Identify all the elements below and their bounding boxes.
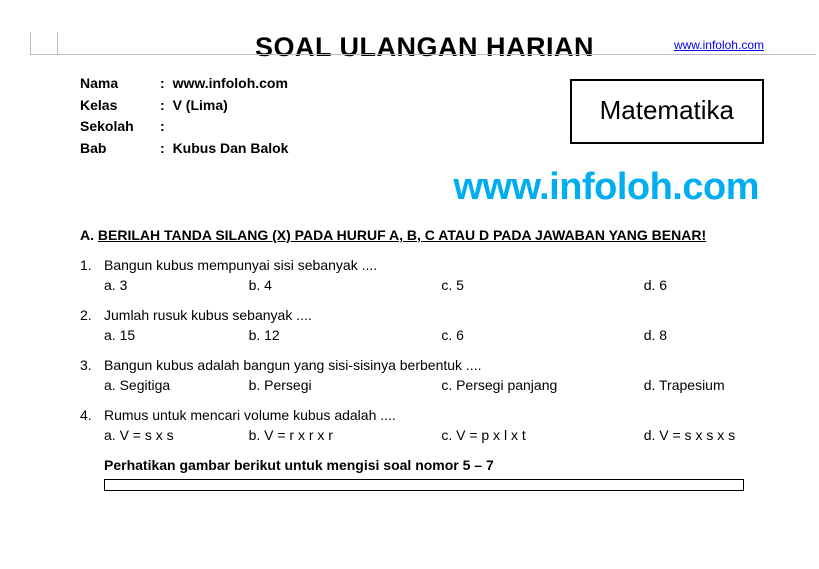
choice-d: d. 8 bbox=[644, 327, 769, 343]
bab-value: Kubus Dan Balok bbox=[173, 140, 289, 156]
figure-instruction: Perhatikan gambar berikut untuk mengisi … bbox=[104, 457, 769, 473]
question-number: 1. bbox=[80, 257, 104, 273]
source-link[interactable]: www.infoloh.com bbox=[674, 38, 764, 52]
question-number: 4. bbox=[80, 407, 104, 423]
page-margin-rule bbox=[57, 32, 58, 54]
document-page: SOAL ULANGAN HARIAN Nama: www.infoloh.co… bbox=[0, 32, 819, 491]
choices: a. Segitiga b. Persegi c. Persegi panjan… bbox=[104, 377, 769, 393]
choice-b: b. 12 bbox=[249, 327, 442, 343]
choice-b: b. V = r x r x r bbox=[249, 427, 442, 443]
choice-c: c. 5 bbox=[441, 277, 643, 293]
choice-c: c. Persegi panjang bbox=[441, 377, 643, 393]
section-a-text: BERILAH TANDA SILANG (X) PADA HURUF A, B… bbox=[98, 227, 706, 243]
choice-a: a. 15 bbox=[104, 327, 249, 343]
nama-value: www.infoloh.com bbox=[173, 75, 288, 91]
info-block: Nama: www.infoloh.com Kelas: V (Lima) Se… bbox=[80, 73, 769, 160]
choices: a. 3 b. 4 c. 5 d. 6 bbox=[104, 277, 769, 293]
question-text: Bangun kubus mempunyai sisi sebanyak ...… bbox=[104, 257, 769, 273]
question-number: 3. bbox=[80, 357, 104, 373]
kelas-label: Kelas bbox=[80, 95, 160, 117]
question-number: 2. bbox=[80, 307, 104, 323]
header-link: www.infoloh.com bbox=[674, 38, 764, 52]
choice-b: b. 4 bbox=[249, 277, 442, 293]
choice-d: d. 6 bbox=[644, 277, 769, 293]
page-title: SOAL ULANGAN HARIAN bbox=[80, 32, 769, 63]
choice-a: a. V = s x s bbox=[104, 427, 249, 443]
choices: a. V = s x s b. V = r x r x r c. V = p x… bbox=[104, 427, 769, 443]
subject-box: Matematika bbox=[570, 79, 764, 144]
question-2: 2. Jumlah rusuk kubus sebanyak .... a. 1… bbox=[80, 307, 769, 343]
choice-a: a. Segitiga bbox=[104, 377, 249, 393]
choice-a: a. 3 bbox=[104, 277, 249, 293]
question-text: Rumus untuk mencari volume kubus adalah … bbox=[104, 407, 769, 423]
nama-label: Nama bbox=[80, 73, 160, 95]
question-1: 1. Bangun kubus mempunyai sisi sebanyak … bbox=[80, 257, 769, 293]
section-a-header: A. BERILAH TANDA SILANG (X) PADA HURUF A… bbox=[80, 227, 769, 243]
question-list: 1. Bangun kubus mempunyai sisi sebanyak … bbox=[80, 257, 769, 491]
section-a-prefix: A. bbox=[80, 227, 98, 243]
choice-b: b. Persegi bbox=[249, 377, 442, 393]
choice-c: c. 6 bbox=[441, 327, 643, 343]
choices: a. 15 b. 12 c. 6 d. 8 bbox=[104, 327, 769, 343]
bab-label: Bab bbox=[80, 138, 160, 160]
question-text: Bangun kubus adalah bangun yang sisi-sis… bbox=[104, 357, 769, 373]
choice-d: d. Trapesium bbox=[644, 377, 769, 393]
watermark-text: www.infoloh.com bbox=[80, 166, 759, 209]
sekolah-label: Sekolah bbox=[80, 116, 160, 138]
question-text: Jumlah rusuk kubus sebanyak .... bbox=[104, 307, 769, 323]
page-header-rule bbox=[30, 54, 816, 55]
choice-c: c. V = p x l x t bbox=[441, 427, 643, 443]
question-4: 4. Rumus untuk mencari volume kubus adal… bbox=[80, 407, 769, 443]
figure-box bbox=[104, 479, 744, 491]
page-margin-rule bbox=[30, 32, 31, 54]
choice-d: d. V = s x s x s bbox=[644, 427, 769, 443]
kelas-value: V (Lima) bbox=[173, 97, 228, 113]
question-3: 3. Bangun kubus adalah bangun yang sisi-… bbox=[80, 357, 769, 393]
